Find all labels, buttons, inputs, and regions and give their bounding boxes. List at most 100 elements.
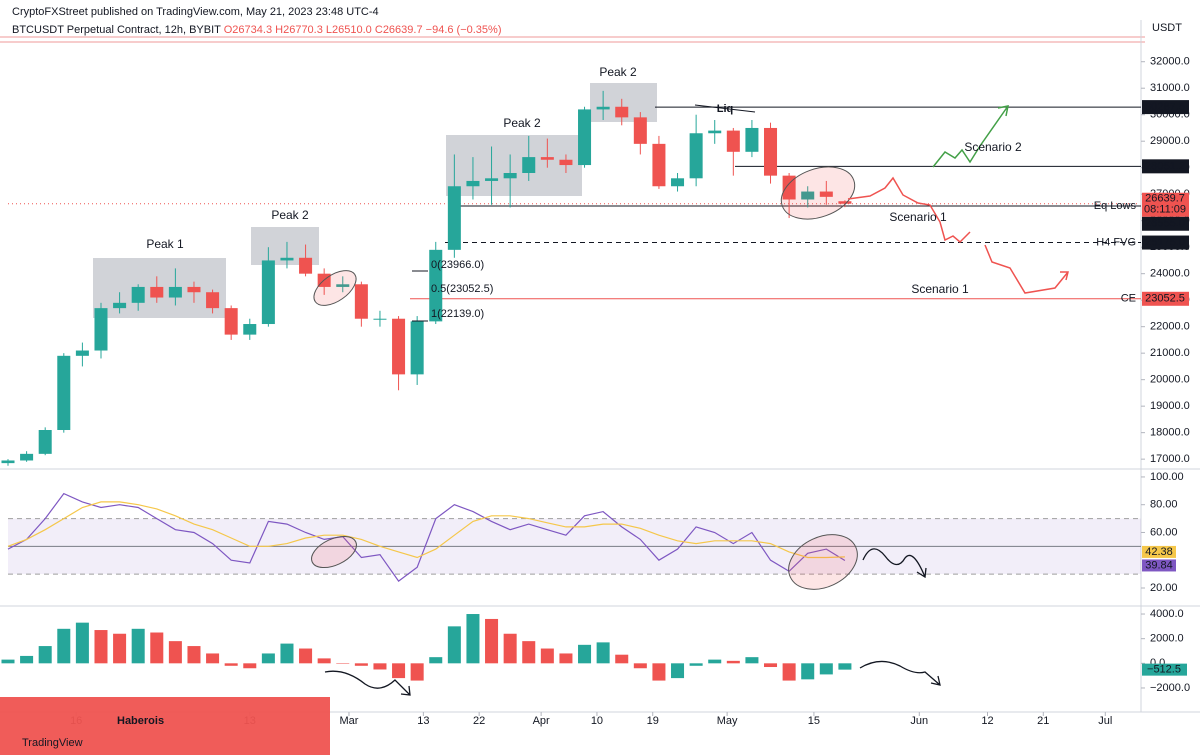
arrow	[862, 548, 927, 579]
histogram-bar	[782, 663, 796, 681]
histogram-bar	[615, 654, 629, 664]
histogram-bar	[633, 663, 647, 669]
highlight-ellipse	[780, 166, 856, 220]
candle-body	[243, 324, 257, 335]
value-label: −512.5	[1147, 664, 1181, 676]
candle-body	[559, 159, 573, 166]
level-box	[1142, 159, 1189, 174]
x-tick-label: Jun	[910, 715, 928, 727]
fib-label: 0(23966.0)	[431, 259, 484, 271]
level-box	[1142, 235, 1189, 250]
candle-body	[168, 286, 182, 298]
candle-body	[782, 175, 796, 200]
level-box	[1142, 216, 1189, 231]
histogram-bar	[671, 663, 685, 679]
candle-body	[596, 106, 610, 110]
candle-body	[75, 350, 89, 356]
symbol: BTCUSDT Perpetual Contract, 12h, BYBIT	[12, 24, 221, 36]
candle-body	[503, 172, 517, 179]
level-label: 30287.5	[1145, 101, 1185, 113]
histogram-bar	[280, 643, 294, 664]
last-price-label: 26639.7	[1145, 193, 1185, 205]
highlight-ellipse	[788, 534, 858, 590]
histogram-bar	[689, 663, 703, 666]
publisher: CryptoFXStreet published on TradingView.…	[12, 6, 379, 18]
candle-body	[299, 257, 313, 274]
liq-line	[694, 104, 756, 113]
histogram-bar	[75, 622, 89, 664]
candle-body	[206, 292, 220, 309]
candle-body	[224, 308, 238, 335]
candle-body	[838, 201, 852, 204]
candle-body	[429, 249, 443, 322]
peak-label: Peak 2	[271, 208, 309, 222]
histogram-bar	[187, 646, 201, 664]
value-box	[1142, 545, 1176, 558]
histogram-bar	[131, 628, 145, 664]
candle-body	[392, 318, 406, 375]
peak-label: Peak 2	[599, 65, 637, 79]
x-tick-label: 13	[417, 715, 429, 727]
histogram-bar	[559, 653, 573, 664]
value-label: 42.38	[1145, 546, 1173, 558]
low: L26510.0	[326, 24, 372, 36]
y-tick-label: 4000.0	[1150, 608, 1184, 620]
candle-body	[764, 127, 778, 176]
data-layer: 17000.0 18000.0 19000.0 20000.0 21000.0 22000…	[1, 56, 1190, 727]
open: O26734.3	[224, 24, 272, 36]
y-tick-label: 80.00	[1150, 499, 1178, 511]
watermark-author: Haberois	[117, 715, 164, 727]
histogram-bar	[20, 655, 34, 664]
candle-body	[261, 260, 275, 325]
level-box	[1142, 100, 1189, 115]
x-tick-label: 19	[647, 715, 659, 727]
countdown: 08:11:09	[1144, 204, 1186, 216]
histogram-bar	[801, 663, 815, 680]
candle-body	[522, 157, 536, 173]
level-label: 25175.0	[1145, 236, 1185, 248]
histogram-bar	[410, 663, 424, 681]
candle-body	[745, 127, 759, 152]
value-label: 39.84	[1145, 559, 1173, 571]
histogram-bar	[596, 642, 610, 664]
histogram-bar	[1, 659, 15, 664]
candle-body	[633, 117, 647, 144]
candle-body	[447, 186, 461, 250]
x-tick-label: May	[717, 715, 738, 727]
x-tick-label: Mar	[339, 715, 358, 727]
candle-body	[671, 178, 685, 187]
x-tick-label: 15	[808, 715, 820, 727]
candle-body	[540, 157, 554, 160]
y-tick-label: 18000.0	[1150, 427, 1190, 439]
candle-body	[689, 133, 703, 179]
peak-label: Peak 2	[503, 116, 541, 130]
histogram-bar	[299, 648, 313, 664]
arrow	[859, 660, 941, 686]
level-label: 23052.5	[1145, 293, 1185, 305]
x-tick-label: Apr	[533, 715, 550, 727]
candle-body	[280, 257, 294, 261]
rsi-line	[7, 501, 845, 559]
histogram-bar	[261, 653, 275, 664]
histogram-bar	[652, 663, 666, 681]
candle-body	[57, 355, 71, 431]
y-tick-label: 29000.0	[1150, 135, 1190, 147]
histogram-bar	[708, 659, 722, 664]
histogram-bar	[726, 660, 740, 664]
highlight-ellipse	[311, 535, 357, 569]
x-tick-label: Jul	[1098, 715, 1112, 727]
candle-body	[485, 178, 499, 181]
scenario-label: Scenario 1	[889, 210, 947, 224]
level-note: CE	[1121, 293, 1136, 305]
y-tick-label: 21000.0	[1150, 347, 1190, 359]
histogram-bar	[429, 657, 443, 664]
histogram-bar	[150, 632, 164, 664]
histogram-bar	[819, 663, 833, 675]
histogram-bar	[243, 663, 257, 669]
candle-body	[615, 106, 629, 118]
candle-body	[578, 109, 592, 166]
fib-label: 1(22139.0)	[431, 308, 484, 320]
histogram-bar	[466, 614, 480, 664]
y-tick-label: 60.00	[1150, 526, 1178, 538]
